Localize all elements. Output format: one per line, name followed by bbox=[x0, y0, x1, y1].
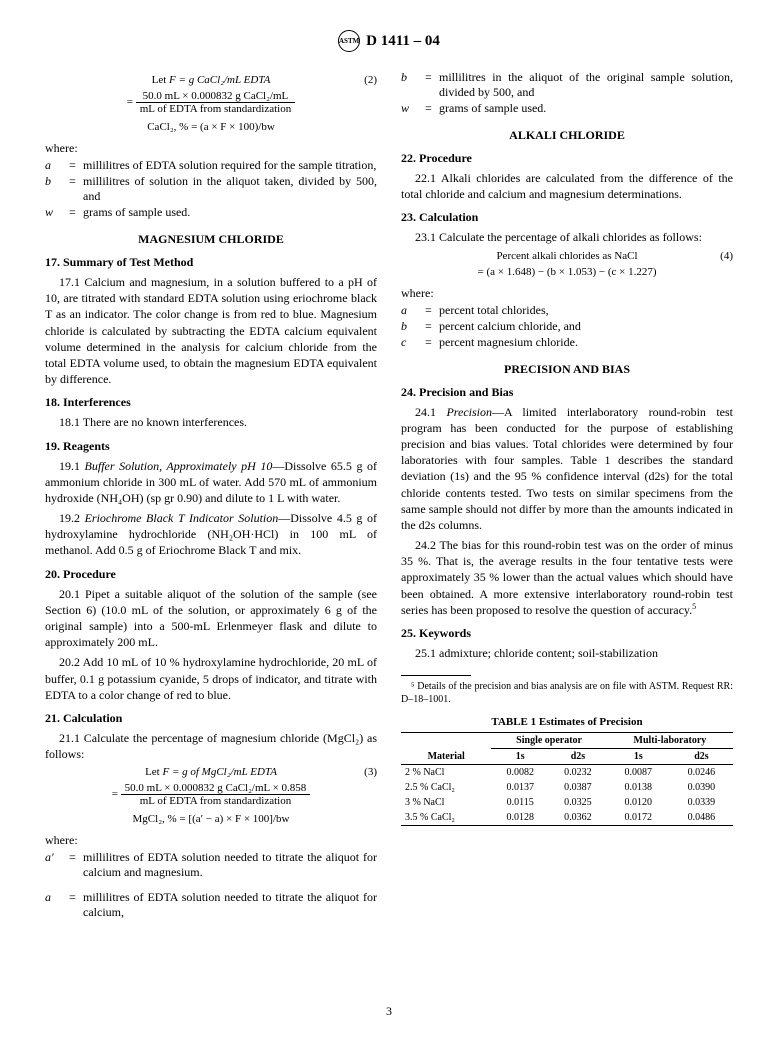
table-row: 2.5 % CaCl₂ bbox=[401, 780, 491, 795]
def-sym-aprime: a′ bbox=[45, 850, 69, 880]
two-column-body: Let F = g CaCl₂/mL EDTA (2) = 50.0 mL × … bbox=[45, 70, 733, 940]
def-sym-w: w bbox=[45, 205, 69, 220]
definitions-4: a=percent total chlorides, b=percent cal… bbox=[401, 303, 733, 350]
footnote-ref-5: 5 bbox=[692, 602, 696, 611]
heading-23: 23. Calculation bbox=[401, 210, 733, 225]
eq2-frac-num: 50.0 mL × 0.000832 g CaCl₂/mL bbox=[136, 90, 295, 103]
def-sym-b2: b bbox=[401, 70, 425, 100]
where-label-2: where: bbox=[45, 833, 377, 848]
eq3-number: (3) bbox=[364, 766, 377, 778]
heading-22: 22. Procedure bbox=[401, 151, 733, 166]
definitions-3a: a′=millilitres of EDTA solution needed t… bbox=[45, 850, 377, 880]
eq2-line3: CaCl₂, % = (a × F × 100)/bw bbox=[45, 121, 377, 133]
def-txt-a2: millilitres of EDTA solution needed to t… bbox=[83, 890, 377, 920]
document-id: D 1411 – 04 bbox=[366, 33, 440, 50]
heading-20: 20. Procedure bbox=[45, 567, 377, 582]
para-19-1: 19.1 Buffer Solution, Approximately pH 1… bbox=[45, 458, 377, 507]
table-1-group-single: Single operator bbox=[491, 733, 606, 749]
eq4-number: (4) bbox=[720, 250, 733, 262]
heading-19: 19. Reagents bbox=[45, 439, 377, 454]
def-txt-b: millilitres of solution in the aliquot t… bbox=[83, 174, 377, 204]
def-sym-w2: w bbox=[401, 101, 425, 116]
eq3-line3: MgCl₂, % = [(a′ − a) × F × 100]/bw bbox=[45, 813, 377, 825]
def-sym-a2: a bbox=[45, 890, 69, 920]
para-22-1: 22.1 Alkali chlorides are calculated fro… bbox=[401, 170, 733, 202]
equation-2: Let F = g CaCl₂/mL EDTA (2) = 50.0 mL × … bbox=[45, 74, 377, 133]
def4-sym-c: c bbox=[401, 335, 425, 350]
eq2-number: (2) bbox=[364, 74, 377, 86]
eq3-line1: F = g of MgCl₂/mL EDTA bbox=[162, 766, 276, 778]
para-19-2: 19.2 Eriochrome Black T Indicator Soluti… bbox=[45, 510, 377, 559]
page-header: ASTM D 1411 – 04 bbox=[45, 30, 733, 52]
table-1-col-1s-b: 1s bbox=[607, 749, 670, 765]
eq4-line1: Percent alkali chlorides as NaCl bbox=[496, 250, 637, 262]
heading-17: 17. Summary of Test Method bbox=[45, 255, 377, 270]
eq2-frac-den: mL of EDTA from standardization bbox=[136, 103, 295, 115]
eq3-frac-den: mL of EDTA from standardization bbox=[121, 795, 311, 807]
definitions-1: a=millilitres of EDTA solution required … bbox=[45, 158, 377, 220]
para-20-2: 20.2 Add 10 mL of 10 % hydroxylamine hyd… bbox=[45, 654, 377, 703]
para-18-1: 18.1 There are no known interferences. bbox=[45, 414, 377, 430]
table-1-group-multi: Multi-laboratory bbox=[607, 733, 733, 749]
where-label-1: where: bbox=[45, 141, 377, 156]
table-1: Single operator Multi-laboratory Materia… bbox=[401, 732, 733, 826]
def-txt-aprime: millilitres of EDTA solution needed to t… bbox=[83, 850, 377, 880]
heading-24: 24. Precision and Bias bbox=[401, 385, 733, 400]
para-25-1: 25.1 admixture; chloride content; soil-s… bbox=[401, 645, 733, 661]
section-precision-bias: PRECISION AND BIAS bbox=[401, 362, 733, 377]
def4-sym-b: b bbox=[401, 319, 425, 334]
def-txt-w: grams of sample used. bbox=[83, 205, 377, 220]
table-row: 3 % NaCl bbox=[401, 795, 491, 810]
equation-3: Let F = g of MgCl₂/mL EDTA (3) = 50.0 mL… bbox=[45, 766, 377, 825]
def-txt-w2: grams of sample used. bbox=[439, 101, 733, 116]
equation-4: Percent alkali chlorides as NaCl (4) = (… bbox=[401, 250, 733, 278]
def4-txt-a: percent total chlorides, bbox=[439, 303, 733, 318]
section-alkali-chloride: ALKALI CHLORIDE bbox=[401, 128, 733, 143]
table-1-col-material: Material bbox=[401, 749, 491, 765]
table-1-col-d2s-a: d2s bbox=[549, 749, 607, 765]
def-sym-a: a bbox=[45, 158, 69, 173]
def4-txt-c: percent magnesium chloride. bbox=[439, 335, 733, 350]
para-24-2: 24.2 The bias for this round-robin test … bbox=[401, 537, 733, 618]
para-21-1: 21.1 Calculate the percentage of magnesi… bbox=[45, 730, 377, 762]
eq2-line1: F = g CaCl₂/mL EDTA bbox=[169, 74, 270, 86]
para-17-1: 17.1 Calcium and magnesium, in a solutio… bbox=[45, 274, 377, 387]
para-23-1: 23.1 Calculate the percentage of alkali … bbox=[401, 229, 733, 245]
footnote-block: ⁵ Details of the precision and bias anal… bbox=[401, 675, 733, 706]
def4-txt-b: percent calcium chloride, and bbox=[439, 319, 733, 334]
footnote-5: ⁵ Details of the precision and bias anal… bbox=[401, 680, 733, 706]
def4-sym-a: a bbox=[401, 303, 425, 318]
heading-18: 18. Interferences bbox=[45, 395, 377, 410]
eq4-line2: = (a × 1.648) − (b × 1.053) − (c × 1.227… bbox=[401, 266, 733, 278]
section-magnesium-chloride: MAGNESIUM CHLORIDE bbox=[45, 232, 377, 247]
where-label-3: where: bbox=[401, 286, 733, 301]
eq3-let: Let bbox=[145, 766, 162, 778]
table-1-col-d2s-b: d2s bbox=[670, 749, 733, 765]
table-1-col-1s-a: 1s bbox=[491, 749, 549, 765]
table-1-block: TABLE 1 Estimates of Precision Single op… bbox=[401, 716, 733, 826]
def-txt-b2: millilitres in the aliquot of the origin… bbox=[439, 70, 733, 100]
heading-21: 21. Calculation bbox=[45, 711, 377, 726]
footnote-rule bbox=[401, 675, 471, 676]
para-20-1: 20.1 Pipet a suitable aliquot of the sol… bbox=[45, 586, 377, 651]
table-row: 3.5 % CaCl₂ bbox=[401, 810, 491, 826]
page-number: 3 bbox=[0, 1004, 778, 1019]
eq2-let: Let bbox=[152, 74, 169, 86]
def-txt-a: millilitres of EDTA solution required fo… bbox=[83, 158, 377, 173]
astm-logo-icon: ASTM bbox=[338, 30, 360, 52]
eq3-frac-num: 50.0 mL × 0.000832 g CaCl₂/mL × 0.858 bbox=[121, 782, 311, 795]
para-24-1: 24.1 Precision—A limited interlaboratory… bbox=[401, 404, 733, 534]
table-1-caption: TABLE 1 Estimates of Precision bbox=[401, 716, 733, 728]
table-row: 2 % NaCl bbox=[401, 765, 491, 781]
heading-25: 25. Keywords bbox=[401, 626, 733, 641]
def-sym-b: b bbox=[45, 174, 69, 204]
